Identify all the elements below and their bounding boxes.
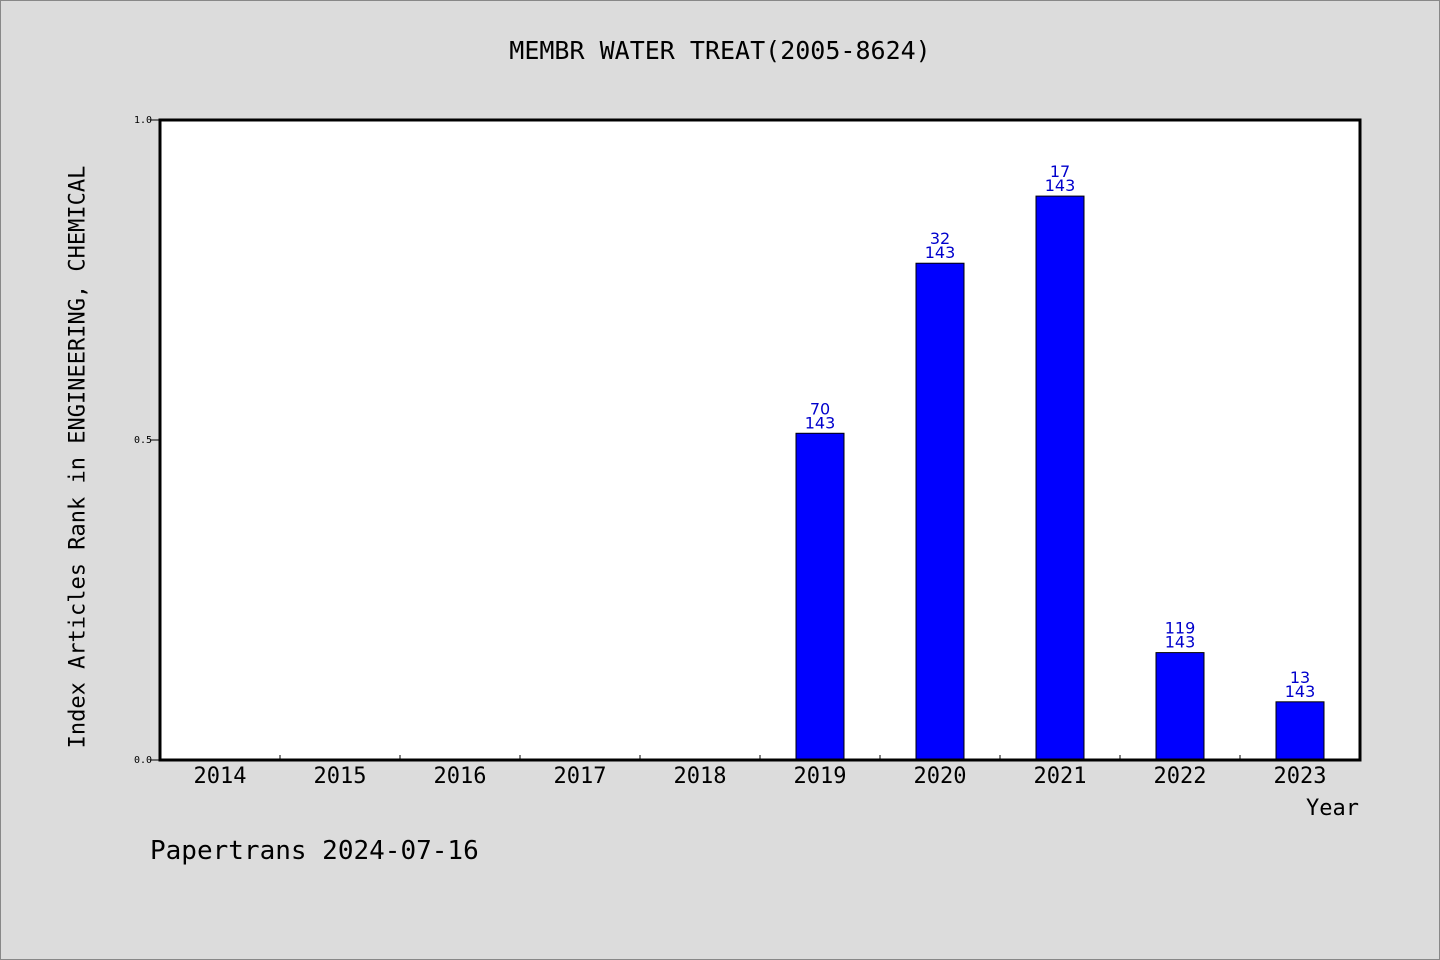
- x-tick-label: 2016: [434, 764, 487, 789]
- x-axis-label: Year: [1306, 796, 1359, 821]
- rank-label: 32: [930, 229, 950, 248]
- x-tick-label: 2015: [314, 764, 367, 789]
- x-tick-label: 2023: [1274, 764, 1327, 789]
- rank-label: 13: [1290, 668, 1310, 687]
- chart-title: MEMBR WATER TREAT(2005-8624): [509, 36, 931, 65]
- rank-label: 119: [1165, 619, 1196, 638]
- total-label: 143: [805, 413, 836, 432]
- total-label: 143: [1285, 682, 1316, 701]
- footer-text: Papertrans 2024-07-16: [150, 836, 479, 866]
- bar-2023[interactable]: [1275, 701, 1325, 761]
- x-tick-label: 2022: [1154, 764, 1207, 789]
- total-label: 143: [925, 243, 956, 262]
- rank-label: 70: [810, 399, 830, 418]
- x-tick-label: 2021: [1034, 764, 1087, 789]
- x-tick-label: 2014: [194, 764, 247, 789]
- y-tick-label: 0.5: [134, 435, 152, 446]
- x-tick-label: 2018: [674, 764, 727, 789]
- bar-2019[interactable]: [795, 432, 845, 761]
- bar-2022[interactable]: [1155, 652, 1205, 761]
- total-label: 143: [1045, 176, 1076, 195]
- x-tick-label: 2020: [914, 764, 967, 789]
- bar-2020[interactable]: [915, 262, 965, 761]
- x-tick-label: 2017: [554, 764, 607, 789]
- bar-2021[interactable]: [1035, 195, 1085, 761]
- y-tick-label: 0.0: [134, 755, 152, 766]
- x-tick-label: 2019: [794, 764, 847, 789]
- rank-label: 17: [1050, 162, 1070, 181]
- y-tick-label: 1.0: [134, 115, 152, 126]
- total-label: 143: [1165, 633, 1196, 652]
